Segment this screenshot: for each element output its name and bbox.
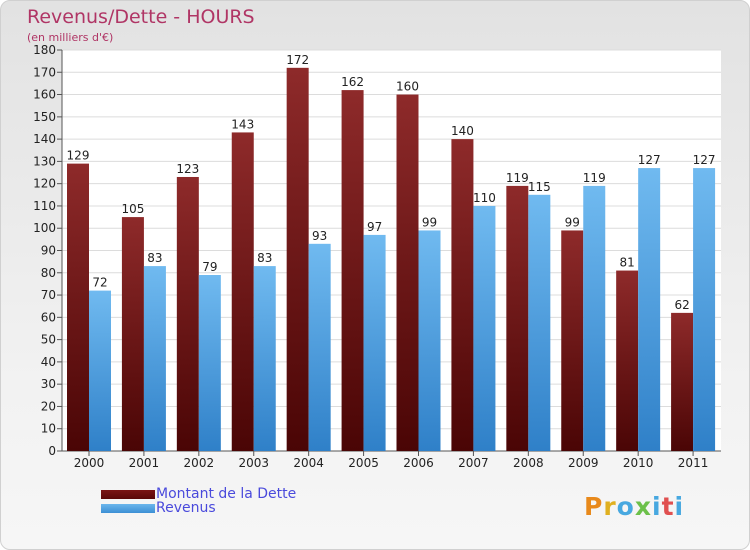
y-tick-label: 150 — [33, 110, 56, 124]
bar-revenus — [473, 205, 496, 451]
bar-dette — [396, 94, 419, 452]
data-label-revenus: 119 — [583, 171, 606, 185]
chart-legend: Montant de la Dette Revenus — [101, 486, 297, 516]
data-label-revenus: 110 — [473, 191, 496, 205]
data-label-revenus: 72 — [92, 276, 107, 290]
bar-revenus — [693, 168, 716, 452]
x-tick-label: 2009 — [568, 456, 599, 470]
x-tick-label: 2000 — [74, 456, 105, 470]
x-tick-label: 2006 — [403, 456, 434, 470]
y-tick-label: 100 — [33, 221, 56, 235]
x-tick-label: 2008 — [513, 456, 544, 470]
bar-revenus — [583, 185, 606, 451]
logo-letter: r — [603, 492, 617, 521]
y-tick-label: 80 — [41, 266, 56, 280]
chart-subtitle: (en milliers d'€) — [27, 31, 114, 44]
legend-swatch-revenus — [101, 503, 155, 513]
data-label-dette: 99 — [565, 215, 580, 229]
bar-revenus — [638, 168, 661, 452]
bar-revenus — [89, 290, 111, 451]
y-tick-label: 40 — [41, 355, 56, 369]
x-tick-label: 2004 — [293, 456, 324, 470]
data-label-revenus: 99 — [422, 215, 437, 229]
bar-dette — [561, 230, 584, 451]
x-tick-label: 2007 — [458, 456, 489, 470]
bar-revenus — [418, 230, 441, 451]
x-tick-label: 2010 — [623, 456, 654, 470]
bar-dette — [451, 139, 474, 451]
bar-dette — [506, 185, 529, 451]
legend-item-dette: Montant de la Dette — [101, 486, 297, 502]
y-tick-label: 140 — [33, 132, 56, 146]
y-tick-label: 110 — [33, 199, 56, 213]
bar-dette — [341, 90, 364, 451]
data-label-revenus: 127 — [693, 153, 716, 167]
data-label-dette: 143 — [231, 117, 254, 131]
data-label-dette: 162 — [341, 75, 364, 89]
x-tick-label: 2005 — [348, 456, 379, 470]
y-tick-label: 180 — [33, 43, 56, 57]
bar-revenus — [143, 266, 166, 451]
y-tick-label: 120 — [33, 177, 56, 191]
logo-letter: i — [652, 492, 662, 521]
legend-item-revenus: Revenus — [101, 500, 296, 516]
chart-title: Revenus/Dette - HOURS — [27, 6, 255, 28]
data-label-dette: 160 — [396, 80, 419, 94]
data-label-dette: 105 — [121, 202, 144, 216]
legend-label-revenus: Revenus — [156, 500, 216, 516]
x-tick-label: 2001 — [129, 456, 160, 470]
data-label-revenus: 83 — [147, 251, 162, 265]
bar-dette — [616, 270, 639, 451]
bar-dette — [176, 176, 199, 451]
data-label-revenus: 79 — [202, 260, 217, 274]
data-label-dette: 172 — [286, 53, 309, 67]
bar-dette — [286, 67, 309, 452]
bar-revenus — [363, 234, 386, 451]
y-tick-label: 10 — [41, 422, 56, 436]
data-label-revenus: 127 — [638, 153, 661, 167]
y-tick-label: 170 — [33, 65, 56, 79]
x-tick-label: 2002 — [184, 456, 215, 470]
bar-dette — [67, 163, 89, 451]
y-tick-label: 90 — [41, 244, 56, 258]
data-label-dette: 140 — [451, 124, 474, 138]
y-tick-label: 20 — [41, 399, 56, 413]
bar-dette — [671, 312, 694, 451]
data-label-revenus: 97 — [367, 220, 382, 234]
data-label-revenus: 83 — [257, 251, 272, 265]
y-tick-label: 50 — [41, 333, 56, 347]
bar-dette — [121, 217, 144, 451]
y-tick-label: 60 — [41, 310, 56, 324]
x-tick-label: 2011 — [678, 456, 709, 470]
x-tick-label: 2003 — [238, 456, 269, 470]
bar-revenus — [253, 266, 276, 451]
data-label-revenus: 115 — [528, 180, 551, 194]
logo-letter: x — [634, 492, 652, 521]
bar-dette — [231, 132, 254, 451]
data-label-dette: 123 — [176, 162, 199, 176]
legend-swatch-dette — [101, 489, 155, 499]
y-tick-label: 0 — [48, 444, 56, 458]
logo-letter: P — [584, 492, 604, 521]
bar-revenus — [308, 243, 331, 451]
logo-letter: o — [616, 492, 635, 521]
data-label-dette: 119 — [506, 171, 529, 185]
legend-label-dette: Montant de la Dette — [156, 486, 297, 502]
logo-letter: i — [674, 492, 685, 521]
data-label-dette: 129 — [67, 149, 90, 163]
data-label-dette: 62 — [674, 298, 689, 312]
bar-revenus — [198, 275, 221, 451]
proxiti-logo[interactable]: Proxiti — [584, 492, 684, 521]
y-tick-label: 30 — [41, 377, 56, 391]
data-label-dette: 81 — [620, 256, 635, 270]
y-tick-label: 70 — [41, 288, 56, 302]
data-label-revenus: 93 — [312, 229, 327, 243]
y-tick-label: 160 — [33, 88, 56, 102]
y-tick-label: 130 — [33, 154, 56, 168]
bar-revenus — [528, 194, 551, 452]
logo-letter: t — [661, 492, 675, 521]
